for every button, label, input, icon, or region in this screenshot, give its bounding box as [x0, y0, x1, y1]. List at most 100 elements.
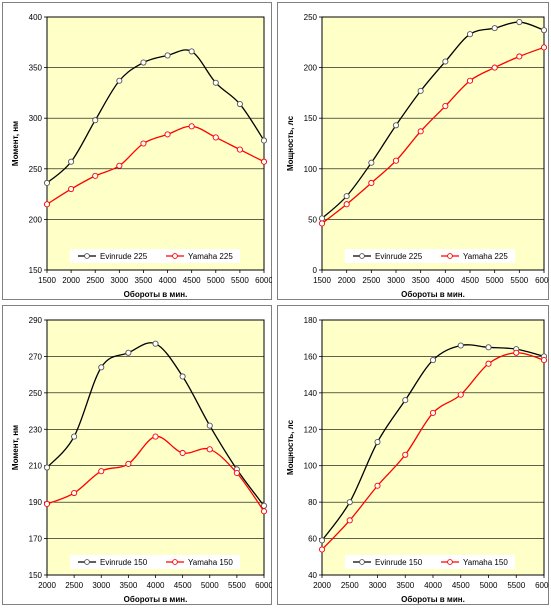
chart-power-150: 40 60 80 100 120 140 160 180 2000 2500 3000 3500 400… — [277, 305, 551, 605]
legend-marker — [359, 559, 365, 565]
chart-svg: 150 170 190 210 230 250 270 290 2000 2500 3000 3500… — [2, 305, 273, 605]
legend-marker — [172, 559, 178, 565]
y-tick-label: 100 — [304, 462, 318, 471]
data-point — [540, 357, 548, 364]
plot-area — [321, 16, 545, 271]
y-tick-label: 40 — [308, 571, 317, 580]
x-tick-label: 4500 — [461, 276, 479, 285]
data-point — [179, 373, 186, 380]
x-tick-label: 3500 — [396, 581, 414, 590]
y-axis-title: Мощность, лс — [286, 115, 295, 171]
data-point — [164, 131, 171, 138]
data-point — [116, 162, 123, 169]
data-point — [318, 215, 326, 222]
data-point — [68, 158, 75, 165]
legend-box — [70, 249, 240, 263]
x-tick-label: 4000 — [424, 581, 442, 590]
y-tick-label: 200 — [304, 64, 318, 73]
x-tick-label: 3000 — [369, 581, 387, 590]
x-tick-label: 2500 — [65, 581, 83, 590]
data-point — [116, 77, 123, 84]
y-tick-label: 140 — [304, 389, 318, 398]
data-point — [71, 489, 78, 497]
x-tick-label: 4500 — [452, 581, 470, 590]
x-tick-label: 6000 — [255, 276, 272, 285]
y-tick-label: 150 — [304, 114, 318, 123]
data-point — [402, 397, 409, 404]
data-point — [491, 25, 498, 32]
data-point — [43, 500, 51, 508]
data-point — [212, 79, 219, 86]
chart-svg: 0 50 100 150 200 250 1500 2000 2500 3000 3500 4000 4… — [277, 2, 551, 300]
data-point — [71, 433, 78, 440]
legend-label: Yamaha 225 — [188, 252, 233, 261]
x-tick-label: 6000 — [535, 276, 549, 285]
data-point — [206, 446, 213, 453]
data-point — [374, 482, 381, 489]
x-tick-label: 2000 — [62, 276, 80, 285]
legend-label: Evinrude 150 — [375, 558, 423, 567]
data-point — [442, 58, 449, 65]
data-point — [206, 422, 213, 429]
data-point — [346, 517, 353, 524]
chart-torque-225: 150 200 250 300 350 400 1500 2000 2500 3000 3500 40… — [2, 2, 273, 300]
x-tick-label: 2500 — [341, 581, 359, 590]
x-tick-label: 5000 — [207, 276, 225, 285]
y-axis-title: Мощность, лс — [286, 419, 295, 475]
y-tick-label: 60 — [308, 535, 317, 544]
data-point — [457, 391, 464, 398]
legend-marker — [84, 559, 90, 565]
y-tick-label: 100 — [304, 165, 318, 174]
data-point — [417, 128, 424, 135]
data-point — [466, 77, 474, 84]
x-tick-label: 5000 — [201, 581, 219, 590]
x-axis-title: Обороты в мин. — [124, 595, 188, 604]
y-tick-label: 120 — [304, 425, 318, 434]
x-tick-label: 4500 — [183, 276, 201, 285]
x-tick-label: 3500 — [119, 581, 137, 590]
data-point — [92, 117, 99, 124]
data-point — [513, 349, 520, 356]
y-tick-label: 350 — [29, 64, 43, 73]
legend-marker — [359, 253, 365, 259]
data-point — [179, 449, 186, 457]
data-point — [212, 134, 219, 141]
data-point — [485, 360, 492, 367]
legend-label: Evinrude 225 — [100, 252, 148, 261]
x-tick-label: 5500 — [507, 581, 525, 590]
x-tick-label: 2000 — [338, 276, 356, 285]
y-tick-label: 290 — [29, 316, 43, 325]
data-point — [236, 100, 243, 108]
data-point — [392, 157, 400, 164]
x-tick-label: 2000 — [38, 581, 56, 590]
data-point — [98, 468, 105, 475]
plot-area — [46, 319, 265, 576]
legend-label: Yamaha 150 — [188, 558, 233, 567]
x-tick-label: 1500 — [313, 276, 331, 285]
data-point — [417, 87, 424, 94]
data-point — [343, 193, 350, 200]
data-point — [516, 19, 523, 26]
data-point — [429, 409, 437, 416]
x-tick-label: 5000 — [480, 581, 498, 590]
y-tick-label: 200 — [29, 215, 43, 224]
data-point — [125, 349, 132, 356]
data-point — [140, 140, 147, 147]
y-tick-label: 250 — [29, 165, 43, 174]
chart-svg: 150 200 250 300 350 400 1500 2000 2500 3000 3500 40… — [2, 2, 273, 300]
data-point — [188, 123, 195, 130]
legend-box — [345, 249, 515, 263]
y-tick-label: 400 — [29, 13, 43, 22]
data-point — [368, 179, 375, 187]
data-point — [485, 344, 492, 351]
x-tick-label: 3500 — [412, 276, 430, 285]
x-axis-title: Обороты в мин. — [401, 595, 465, 604]
data-point — [43, 464, 51, 471]
x-tick-label: 2500 — [362, 276, 380, 285]
data-point — [260, 158, 268, 165]
data-point — [374, 438, 381, 446]
x-tick-label: 2000 — [313, 581, 331, 590]
data-point — [164, 52, 171, 59]
data-point — [233, 469, 240, 477]
y-tick-label: 150 — [29, 571, 43, 580]
